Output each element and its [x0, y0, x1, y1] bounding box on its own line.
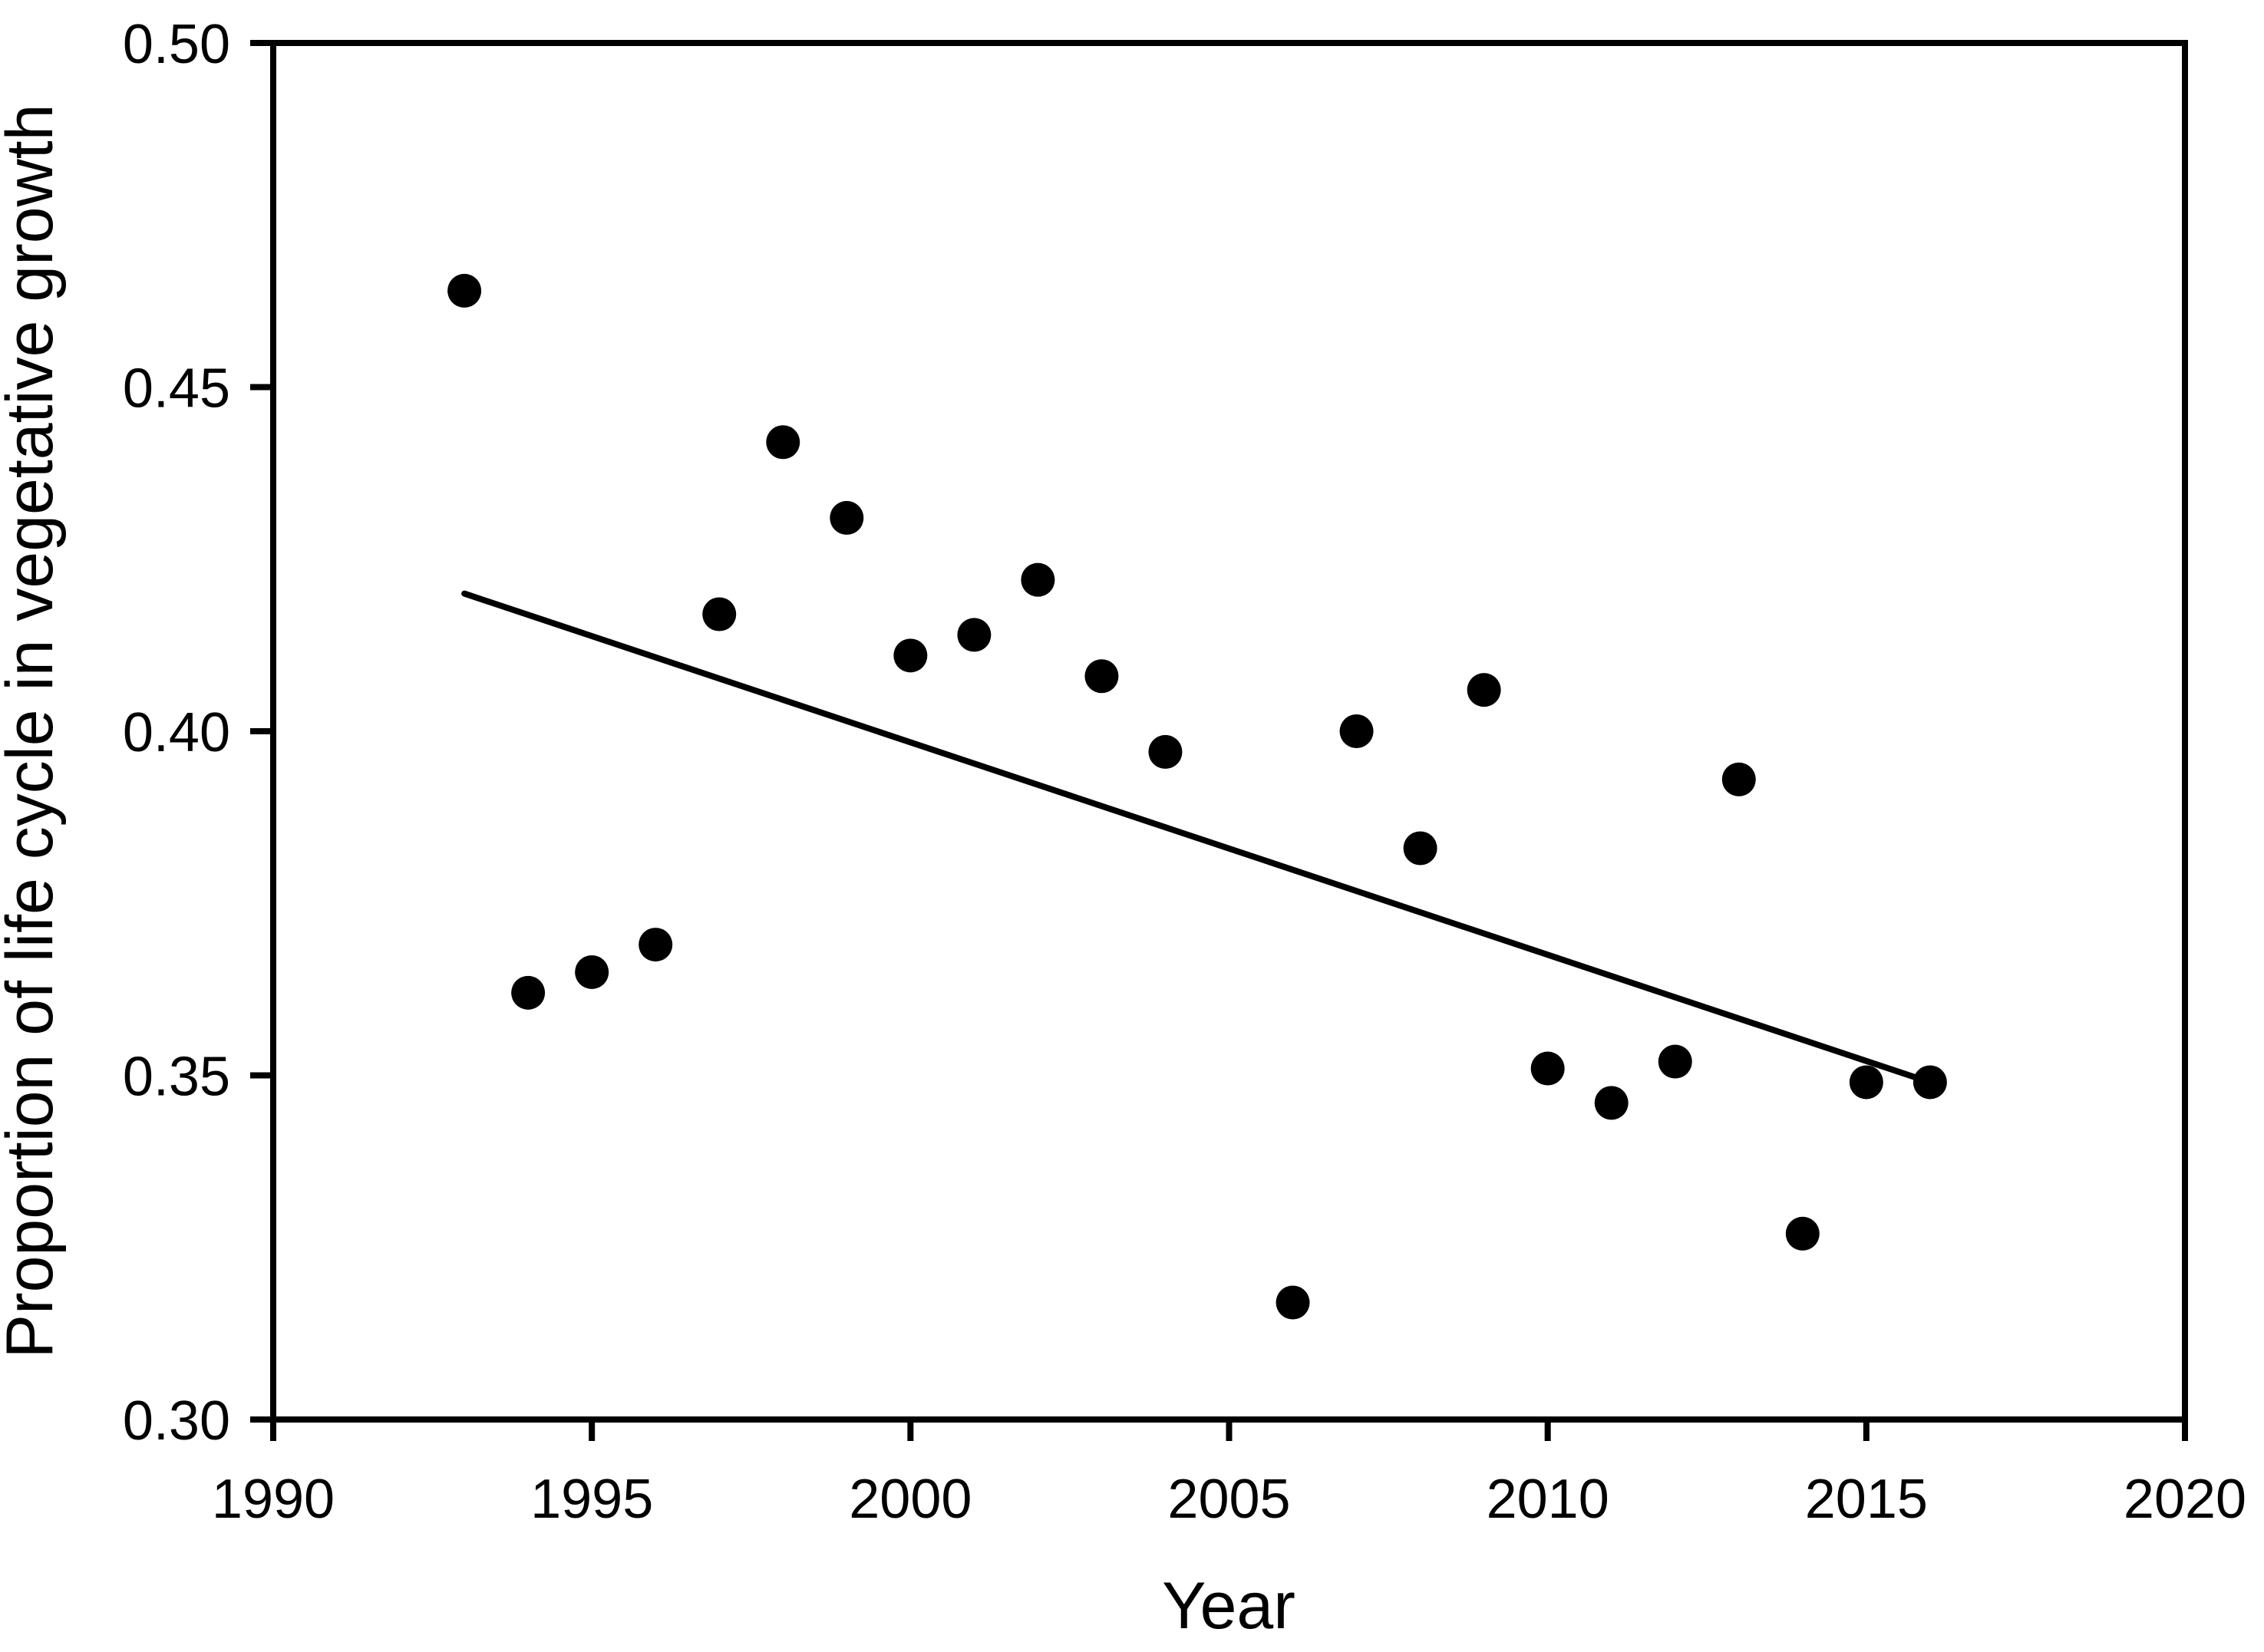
y-tick-label: 0.45 [123, 358, 230, 420]
y-tick-label: 0.40 [123, 702, 230, 763]
x-tick-label: 2010 [1487, 1469, 1609, 1530]
data-point [575, 955, 609, 989]
data-point [1021, 562, 1055, 597]
y-axis-title: Proportion of life cycle in vegetative g… [0, 104, 67, 1359]
data-point [1339, 714, 1374, 748]
data-point [1594, 1086, 1629, 1120]
data-point [1276, 1285, 1310, 1320]
y-tick-label: 0.30 [123, 1390, 230, 1452]
x-tick-label: 1995 [530, 1469, 653, 1530]
data-point [893, 638, 928, 673]
data-point [830, 500, 864, 535]
data-point [1467, 673, 1501, 707]
x-tick-label: 2005 [1167, 1469, 1290, 1530]
x-tick-label: 2020 [2124, 1469, 2246, 1530]
data-point [766, 425, 800, 460]
plot-border [270, 40, 2188, 1423]
data-point [1785, 1216, 1820, 1251]
data-point [1913, 1065, 1947, 1100]
y-tick-label: 0.50 [123, 14, 230, 75]
x-tick-label: 1990 [212, 1469, 335, 1530]
plot-frame [270, 40, 2188, 1423]
data-point [1148, 734, 1183, 769]
data-point [957, 618, 992, 652]
x-tick-label: 2015 [1805, 1469, 1928, 1530]
y-axis-ticks: 0.30 0.35 0.40 0.45 0.50 [123, 14, 273, 1452]
data-point [1658, 1044, 1692, 1079]
x-axis-title: Year [1162, 1569, 1295, 1643]
data-point [1403, 831, 1437, 866]
y-tick-label: 0.35 [123, 1047, 230, 1108]
regression-line [461, 590, 1933, 1086]
data-point [1849, 1065, 1883, 1100]
data-point [1084, 659, 1119, 694]
data-point [702, 597, 737, 631]
data-point [639, 928, 673, 962]
data-point [511, 975, 546, 1010]
x-axis-ticks: 1990 1995 2000 2005 2010 2015 2020 [212, 1420, 2246, 1530]
x-tick-label: 2000 [849, 1469, 972, 1530]
data-point [1530, 1051, 1565, 1086]
data-points [447, 273, 1947, 1320]
trend-line [461, 590, 1933, 1086]
data-point [447, 273, 482, 308]
data-point [1721, 762, 1756, 796]
